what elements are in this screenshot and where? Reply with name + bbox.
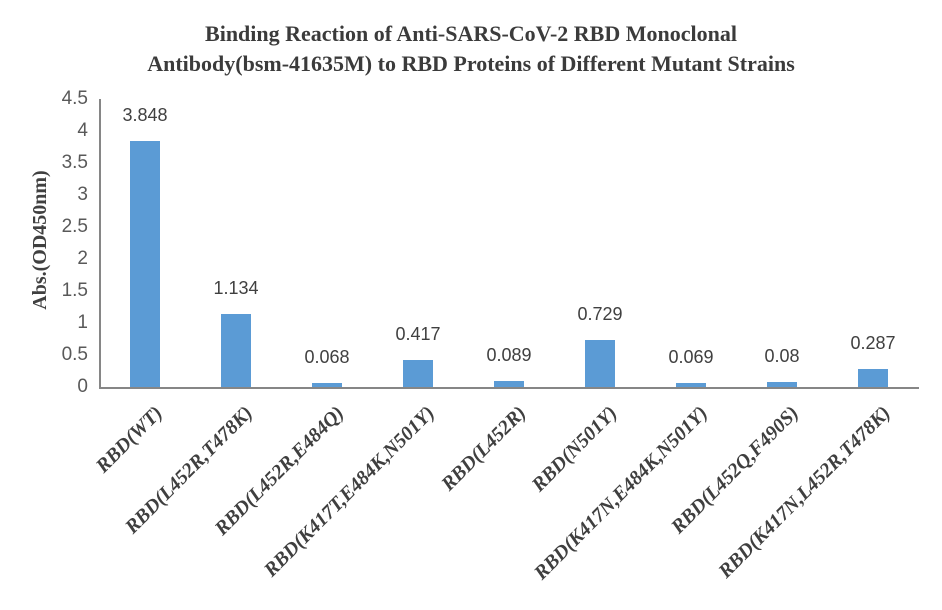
bar-value-label: 0.089 bbox=[486, 345, 532, 365]
bar-value-label: 0.417 bbox=[395, 324, 441, 344]
x-category-label: RBD(WT) bbox=[91, 402, 167, 478]
y-tick-label: 1.5 bbox=[61, 280, 88, 301]
bar-value-label: 0.069 bbox=[668, 347, 714, 367]
bar-value-label: 3.848 bbox=[122, 105, 168, 125]
bar bbox=[494, 381, 524, 387]
x-category-label: RBD(K417N,E484K,N501Y) bbox=[530, 402, 713, 585]
y-tick-label: 0.5 bbox=[61, 344, 88, 365]
bar-value-label: 1.134 bbox=[213, 278, 259, 298]
y-axis-line bbox=[99, 99, 101, 389]
chart-title: Binding Reaction of Anti-SARS-CoV-2 RBD … bbox=[0, 19, 942, 79]
bar-value-label: 0.068 bbox=[304, 347, 350, 367]
chart-title-line1: Binding Reaction of Anti-SARS-CoV-2 RBD … bbox=[205, 21, 737, 46]
y-tick-label: 4.5 bbox=[61, 88, 88, 109]
bar-value-label: 0.08 bbox=[764, 346, 800, 366]
bar bbox=[221, 314, 251, 387]
bar bbox=[767, 382, 797, 387]
y-tick-label: 2 bbox=[77, 248, 88, 269]
bar bbox=[676, 383, 706, 387]
y-tick-label: 2.5 bbox=[61, 216, 88, 237]
bar bbox=[585, 340, 615, 387]
bar bbox=[312, 383, 342, 387]
x-category-label: RBD(K417N,L452R,T478K) bbox=[714, 402, 895, 583]
y-tick-label: 1 bbox=[77, 312, 88, 333]
bar-value-label: 0.729 bbox=[577, 304, 623, 324]
x-category-label: RBD(N501Y) bbox=[527, 402, 622, 497]
x-category-label: RBD(L452R) bbox=[437, 402, 531, 496]
bar bbox=[130, 141, 160, 387]
y-tick-label: 0 bbox=[77, 376, 88, 397]
x-axis-line bbox=[99, 387, 919, 389]
bar bbox=[403, 360, 433, 387]
chart-title-line2: Antibody(bsm-41635M) to RBD Proteins of … bbox=[147, 51, 795, 76]
y-tick-label: 3.5 bbox=[61, 152, 88, 173]
bar bbox=[858, 369, 888, 387]
bar-value-label: 0.287 bbox=[850, 333, 896, 353]
x-category-label: RBD(K417T,E484K,N501Y) bbox=[260, 402, 440, 582]
y-tick-label: 3 bbox=[77, 184, 88, 205]
y-tick-label: 4 bbox=[77, 120, 88, 141]
